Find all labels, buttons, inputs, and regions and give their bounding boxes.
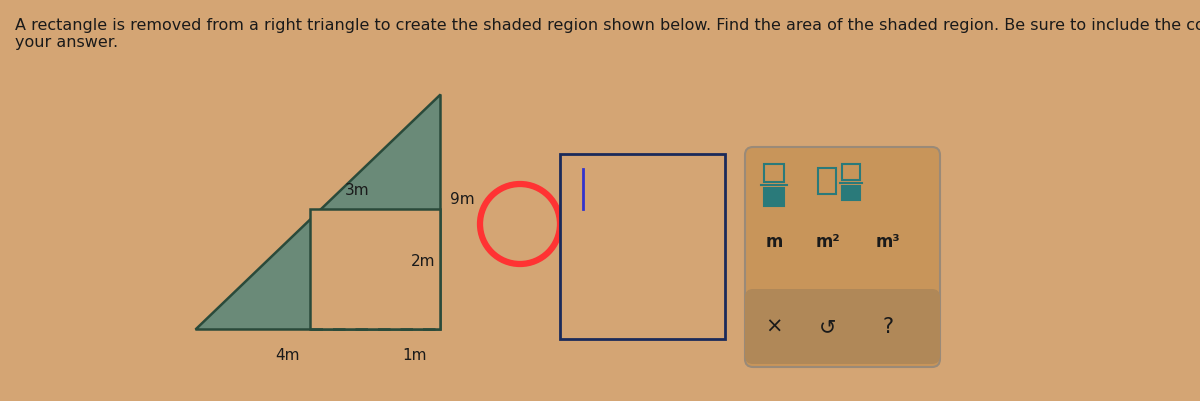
Text: 3m: 3m — [344, 182, 370, 198]
FancyBboxPatch shape — [745, 289, 940, 364]
Polygon shape — [194, 95, 440, 329]
Text: m: m — [766, 233, 782, 250]
Text: ×: × — [766, 316, 782, 336]
Text: 2m: 2m — [410, 254, 436, 269]
Text: ↺: ↺ — [820, 316, 836, 336]
Bar — [842, 164, 860, 180]
Bar — [560, 155, 725, 339]
Bar — [310, 209, 440, 329]
Text: m³: m³ — [876, 233, 900, 250]
Bar — [842, 186, 860, 200]
Bar — [764, 188, 784, 207]
Text: m²: m² — [816, 233, 840, 250]
Text: 1m: 1m — [403, 347, 427, 362]
Text: 9m: 9m — [450, 192, 475, 207]
Bar — [818, 168, 836, 194]
Text: 4m: 4m — [275, 347, 299, 362]
FancyBboxPatch shape — [745, 148, 940, 367]
Text: A rectangle is removed from a right triangle to create the shaded region shown b: A rectangle is removed from a right tria… — [14, 18, 1200, 50]
Text: ?: ? — [882, 316, 894, 336]
Bar — [764, 164, 784, 182]
